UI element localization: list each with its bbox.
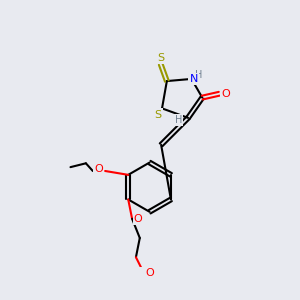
Text: O: O xyxy=(134,214,142,224)
Text: O: O xyxy=(221,89,230,99)
Text: S: S xyxy=(157,53,164,63)
Text: O: O xyxy=(146,268,154,278)
Text: H: H xyxy=(196,70,203,80)
Text: N: N xyxy=(190,74,198,84)
Text: H: H xyxy=(175,115,182,125)
Text: O: O xyxy=(94,164,103,174)
Text: S: S xyxy=(154,110,162,119)
